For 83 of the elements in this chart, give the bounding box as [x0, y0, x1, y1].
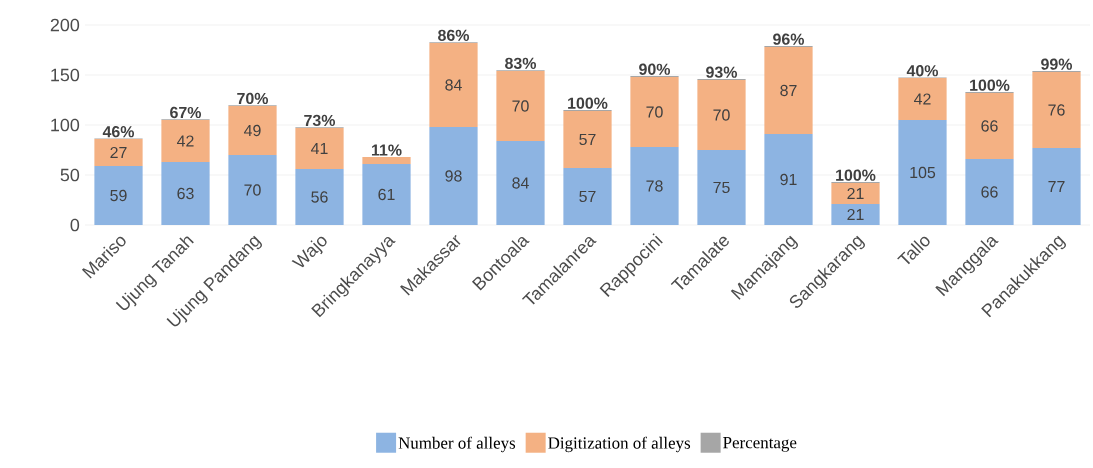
bar	[965, 159, 1014, 225]
data-label: 100%	[568, 97, 608, 109]
x-tick-label: Tallo	[897, 236, 930, 265]
data-label: 70	[646, 106, 663, 118]
data-label: 77	[1048, 181, 1065, 192]
data-label: 105	[910, 166, 936, 179]
data-label: 63	[177, 187, 194, 200]
bar	[563, 111, 612, 168]
bar	[228, 155, 277, 225]
data-label: 73%	[304, 114, 336, 127]
data-label: 66	[981, 120, 998, 132]
bar	[965, 93, 1014, 159]
data-label: 67%	[170, 106, 202, 119]
bar	[630, 147, 679, 225]
data-label: 11%	[371, 144, 402, 156]
data-label: 84	[445, 79, 462, 91]
legend-label: Percentage	[723, 437, 797, 452]
data-label: 46%	[102, 126, 135, 138]
bar	[161, 162, 210, 225]
data-label: 59	[110, 189, 127, 202]
y-tick-label: 150	[51, 68, 80, 82]
y-tick-label: 100	[51, 118, 80, 132]
bar	[831, 204, 880, 225]
data-label: 84	[512, 177, 529, 189]
data-label: 21	[847, 208, 864, 221]
bar	[362, 164, 411, 225]
bar	[697, 150, 746, 225]
data-label: 21	[847, 187, 864, 200]
data-label: 42	[913, 93, 931, 105]
data-label: 96%	[773, 33, 805, 45]
y-tick-label: 0	[70, 218, 80, 232]
data-label: 41	[310, 143, 328, 154]
bar	[429, 127, 478, 225]
bar	[295, 169, 344, 225]
data-label: 100%	[970, 79, 1010, 91]
bar	[630, 77, 679, 147]
bar	[429, 43, 478, 127]
data-label: 70	[512, 100, 529, 112]
bar	[295, 128, 344, 169]
data-label: 40%	[906, 65, 939, 77]
data-label: 70	[713, 109, 730, 121]
bar	[764, 134, 813, 225]
bar	[228, 106, 277, 155]
data-label: 83%	[505, 57, 537, 69]
bar	[898, 78, 947, 120]
bar	[161, 120, 210, 162]
data-label: 87	[780, 84, 797, 97]
legend-label: Number of alleys	[398, 436, 516, 453]
data-label: 91	[780, 173, 797, 186]
data-label: 61	[378, 188, 395, 201]
bar	[1032, 72, 1081, 148]
bar	[697, 80, 746, 150]
bar	[94, 139, 143, 166]
data-label: 70	[244, 184, 261, 196]
data-label: 57	[579, 190, 596, 203]
data-label: 86%	[438, 29, 470, 41]
bar	[831, 183, 880, 204]
data-label: 76	[1048, 104, 1065, 116]
legend-label: Digitization of alleys	[548, 436, 691, 453]
data-label: 56	[311, 191, 328, 203]
data-label: 27	[110, 146, 127, 159]
bar	[362, 157, 411, 164]
y-tick-label: 50	[60, 168, 80, 182]
bar	[1032, 148, 1081, 225]
data-label: 93%	[706, 66, 738, 78]
y-tick-label: 200	[50, 18, 80, 32]
bar	[94, 166, 143, 225]
bar	[898, 120, 947, 225]
data-label: 98	[445, 170, 462, 182]
bar	[496, 141, 545, 225]
data-label: 100%	[836, 169, 876, 181]
data-label: 75	[713, 181, 730, 194]
data-label: 57	[579, 133, 596, 146]
bar	[563, 168, 612, 225]
data-label: 70%	[237, 92, 269, 105]
bar	[496, 71, 545, 141]
data-label: 42	[176, 135, 194, 147]
data-label: 78	[646, 180, 663, 192]
data-label: 49	[243, 124, 261, 137]
data-label: 66	[981, 186, 998, 198]
bar	[764, 47, 813, 134]
data-label: 90%	[639, 63, 671, 75]
data-label: 99%	[1041, 58, 1073, 70]
